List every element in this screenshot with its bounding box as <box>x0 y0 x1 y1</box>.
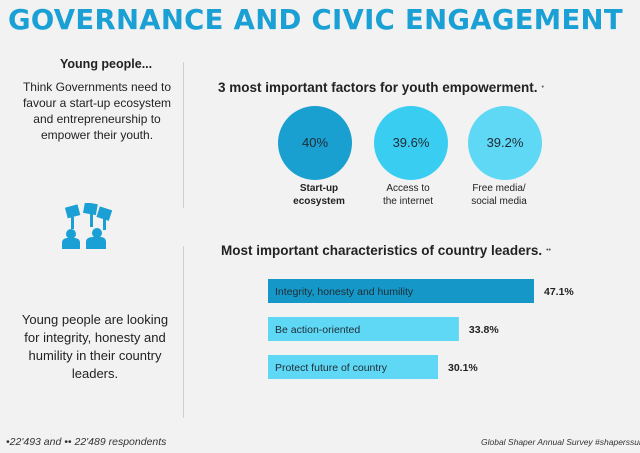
footer-respondents: •22'493 and •• 22'489 respondents <box>6 436 167 448</box>
circle-media <box>468 106 542 180</box>
bars-title: Most important characteristics of countr… <box>221 243 551 258</box>
circle-label-internet-line2: the internet <box>382 196 434 207</box>
circle-label-internet: Access to the internet <box>368 182 448 208</box>
circles-title-text: 3 most important factors for youth empow… <box>218 80 538 95</box>
circle-value-media: 39.2% <box>487 135 524 150</box>
circle-value-startup: 40% <box>302 135 328 150</box>
circle-label-media-line2: social media <box>471 196 527 207</box>
left-text-leaders: Young people are looking for integrity, … <box>21 312 169 381</box>
divider-bottom <box>183 246 184 418</box>
circle-label-startup-line1: Start-up <box>299 183 339 194</box>
footer-source: Global Shaper Annual Survey #shaperssurv… <box>481 437 640 447</box>
bars-title-text: Most important characteristics of countr… <box>221 243 543 258</box>
left-text-startup: Think Governments need to favour a start… <box>22 80 172 142</box>
circle-chart: 40% 39.6% 39.2% <box>278 106 542 180</box>
circle-label-internet-line1: Access to <box>386 183 430 194</box>
divider-top <box>183 62 184 208</box>
circles-title-note: • <box>541 84 544 91</box>
bars-title-note: •• <box>546 247 551 254</box>
circle-internet <box>374 106 448 180</box>
bar-label-future: Protect future of country <box>275 362 388 374</box>
page-title: GOVERNANCE AND CIVIC ENGAGEMENT <box>8 4 623 36</box>
people-holding-signs-icon <box>62 203 113 249</box>
circle-label-media-line1: Free media/ <box>472 183 526 194</box>
bar-value-integrity: 47.1% <box>544 286 574 298</box>
bar-action <box>268 317 459 341</box>
circle-label-startup: Start-up ecosystem <box>279 182 359 208</box>
left-heading: Young people... <box>60 57 153 71</box>
bar-integrity <box>268 279 534 303</box>
bar-value-action: 33.8% <box>469 324 499 336</box>
circle-startup <box>278 106 352 180</box>
bar-value-future: 30.1% <box>448 362 478 374</box>
bar-label-action: Be action-oriented <box>275 324 360 336</box>
circle-value-internet: 39.6% <box>393 135 430 150</box>
circle-label-media: Free media/ social media <box>459 182 539 208</box>
bar-label-integrity: Integrity, honesty and humility <box>275 286 414 298</box>
bar-future <box>268 355 438 379</box>
circles-title: 3 most important factors for youth empow… <box>218 80 544 95</box>
bar-chart: Integrity, honesty and humility 47.1% Be a… <box>268 279 574 379</box>
circle-label-startup-line2: ecosystem <box>293 196 345 207</box>
